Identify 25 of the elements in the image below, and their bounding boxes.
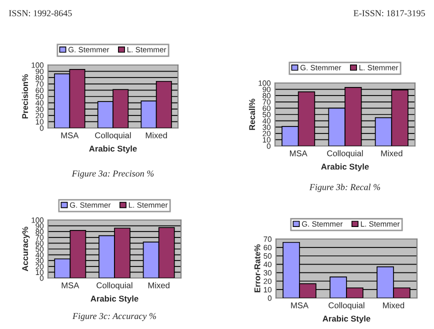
x-tick-label: Mixed — [148, 282, 170, 288]
text: ISSN: 1992-8645 — [9, 10, 72, 16]
x-tick-label: Colloquial — [327, 150, 363, 158]
y-axis-title: Accuracy% — [22, 226, 30, 272]
caption: Figure 3a: Precison % — [72, 170, 154, 178]
x-tick-label: Mixed — [383, 302, 404, 308]
x-tick-label: MSA — [290, 150, 308, 156]
x-tick-label: Colloquial — [328, 302, 364, 310]
y-axis-title: Error-Rate% — [254, 244, 260, 292]
y-axis-title: Precision% — [22, 74, 28, 118]
x-axis-title: Arabic Style — [89, 145, 137, 154]
x-tick-label: Mixed — [381, 150, 402, 156]
x-tick-label: MSA — [62, 282, 80, 288]
y-axis-title: Recall% — [248, 98, 256, 130]
text: E-ISSN: 1817-3195 — [354, 10, 425, 16]
x-tick-label: Colloquial — [95, 132, 131, 140]
x-tick-label: MSA — [61, 132, 79, 138]
caption: Figure 3b: Recal % — [309, 184, 380, 192]
caption: Figure 3c: Accuracy % — [72, 313, 156, 321]
x-axis-title: Arabic Style — [90, 295, 138, 304]
x-axis-title: Arabic Style — [321, 163, 369, 172]
x-tick-label: MSA — [291, 302, 309, 308]
x-tick-label: Mixed — [146, 132, 167, 138]
x-tick-label: Colloquial — [96, 282, 132, 290]
x-axis-title: Arabic Style — [322, 315, 370, 324]
